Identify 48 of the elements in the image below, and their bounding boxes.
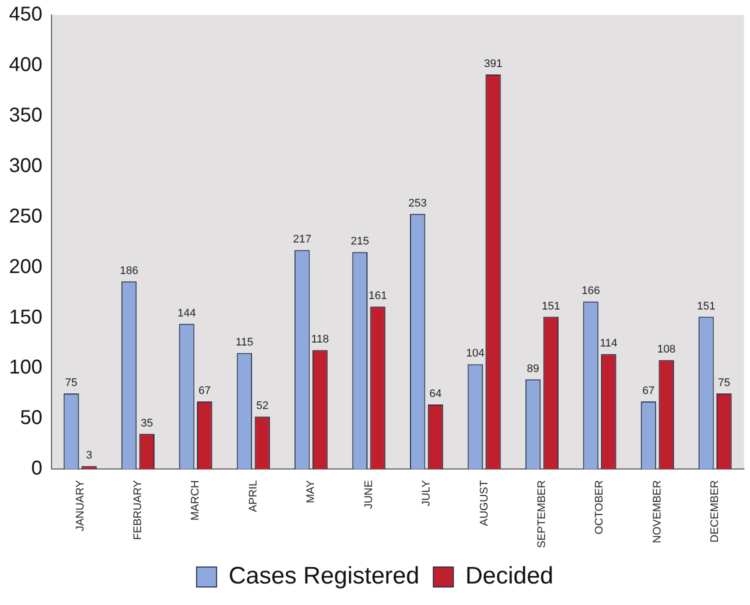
data-label: 161 <box>368 290 387 302</box>
data-label: 104 <box>466 348 484 360</box>
data-label: 35 <box>140 417 154 430</box>
x-tick-label: DECEMBER <box>709 480 722 542</box>
y-tick-label: 0 <box>31 458 42 480</box>
x-tick-label: JULY <box>420 480 433 506</box>
data-label: 108 <box>657 344 676 356</box>
y-tick-label: 250 <box>8 205 42 228</box>
data-label: 114 <box>600 338 618 350</box>
x-tick-label: OCTOBER <box>594 480 606 534</box>
data-label: 89 <box>526 362 540 375</box>
data-label: 215 <box>350 236 370 248</box>
data-label: 151 <box>542 300 560 312</box>
data-label: 166 <box>582 285 600 298</box>
data-label: 118 <box>311 334 329 346</box>
x-tick-label: APRIL <box>247 480 260 512</box>
data-label: 391 <box>484 58 502 70</box>
y-tick-label: 50 <box>20 407 42 430</box>
x-tick-label: MARCH <box>190 480 202 520</box>
x-tick-label: MAY <box>305 480 318 504</box>
y-tick-label: 200 <box>8 256 42 278</box>
x-tick-label: AUGUST <box>478 480 490 526</box>
data-label: 3 <box>86 450 92 462</box>
legend-label: Decided <box>465 562 554 590</box>
data-label: 144 <box>178 307 196 320</box>
y-tick-label: 150 <box>8 306 42 328</box>
x-tick-label: SEPTEMBER <box>536 480 548 548</box>
y-tick-label: 300 <box>8 154 42 177</box>
data-label: 52 <box>256 400 268 412</box>
data-label: 75 <box>718 376 730 389</box>
data-label: 75 <box>65 376 78 389</box>
y-tick-label: 400 <box>8 54 42 76</box>
data-label: 217 <box>292 234 312 246</box>
legend-label: Cases Registered <box>228 562 420 590</box>
y-tick-label: 100 <box>8 356 42 379</box>
y-tick-label: 450 <box>8 4 42 26</box>
data-label: 67 <box>642 385 655 398</box>
y-tick-label: 350 <box>8 104 42 126</box>
x-tick-label: NOVEMBER <box>651 480 664 544</box>
data-label: 186 <box>120 264 138 277</box>
x-tick-label: FEBRUARY <box>132 479 144 540</box>
x-tick-label: JUNE <box>362 480 375 509</box>
data-label: 253 <box>408 197 427 210</box>
data-label: 115 <box>236 336 254 349</box>
data-label: 64 <box>429 388 442 400</box>
data-label: 67 <box>198 385 211 398</box>
data-label: 151 <box>697 300 716 312</box>
x-tick-label: JANUARY <box>74 480 86 532</box>
